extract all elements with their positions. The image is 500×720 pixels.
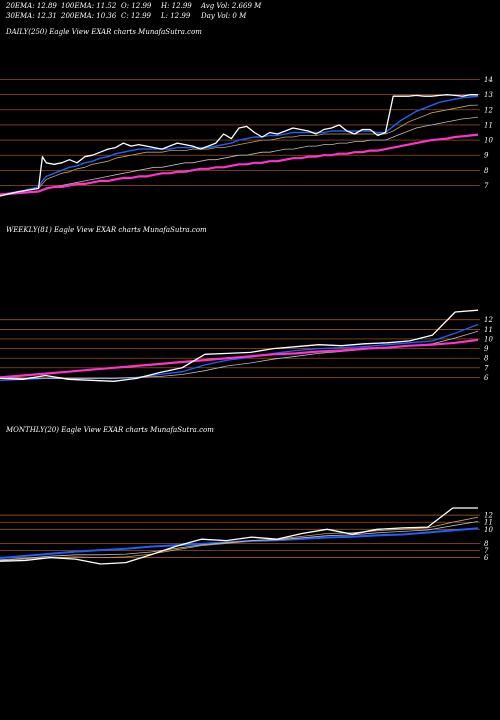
- header-day-vol: Day Vol: 0 M: [201, 12, 247, 20]
- header-low: L: 12.99: [161, 12, 191, 20]
- y-tick-label: 12: [484, 316, 493, 324]
- y-tick-label: 14: [484, 76, 493, 84]
- header-high: H: 12.99: [161, 2, 192, 10]
- y-tick-label: 10: [484, 526, 493, 534]
- series-line-price: [0, 309, 479, 382]
- y-tick-label: 6: [484, 554, 489, 562]
- series-line-price: [0, 94, 479, 197]
- daily-chart: 14 13 12 11 10 9 8 7: [0, 76, 493, 197]
- series-line-ema30: [0, 104, 479, 195]
- header-avg-vol: Avg Vol: 2.669 M: [201, 2, 262, 10]
- series-line-ema200: [0, 133, 479, 196]
- series-line-ema_gray: [0, 521, 479, 561]
- weekly-chart-title: WEEKLY(81) Eagle View EXAR charts Munafa…: [6, 226, 207, 234]
- y-tick-label: 7: [484, 364, 489, 372]
- header-open: O: 12.99: [121, 2, 152, 10]
- series-line-ema100: [0, 116, 479, 195]
- series-line-price: [0, 507, 478, 565]
- y-tick-label: 7: [484, 547, 489, 555]
- header-200ema: 200EMA: 10.36: [61, 12, 117, 20]
- header-close: C: 12.99: [121, 12, 151, 20]
- y-tick-label: 9: [484, 152, 489, 160]
- y-tick-label: 7: [484, 182, 489, 190]
- series-line-ema20: [0, 95, 479, 196]
- header-20ema: 20EMA: 12.89: [6, 2, 57, 10]
- y-tick-label: 11: [484, 519, 493, 527]
- y-tick-label: 9: [484, 345, 489, 353]
- series-line-ema_pink: [0, 338, 479, 379]
- y-tick-label: 13: [484, 91, 493, 99]
- y-tick-label: 11: [484, 121, 493, 129]
- y-tick-label: 12: [484, 512, 493, 520]
- header-100ema: 100EMA: 11.52: [61, 2, 117, 10]
- y-tick-label: 11: [484, 326, 493, 334]
- y-tick-label: 6: [484, 374, 489, 382]
- y-tick-label: 8: [484, 355, 489, 363]
- header-30ema: 30EMA: 12.31: [6, 12, 57, 20]
- y-tick-label: 8: [484, 540, 489, 548]
- y-tick-label: 12: [484, 106, 493, 114]
- monthly-chart-title: MONTHLY(20) Eagle View EXAR charts Munaf…: [6, 426, 214, 434]
- series-line-ema_blue1: [0, 527, 479, 559]
- y-tick-label: 8: [484, 167, 489, 175]
- y-tick-label: 10: [484, 335, 493, 343]
- daily-chart-title: DAILY(250) Eagle View EXAR charts Munafa…: [6, 28, 202, 36]
- y-tick-label: 10: [484, 137, 493, 145]
